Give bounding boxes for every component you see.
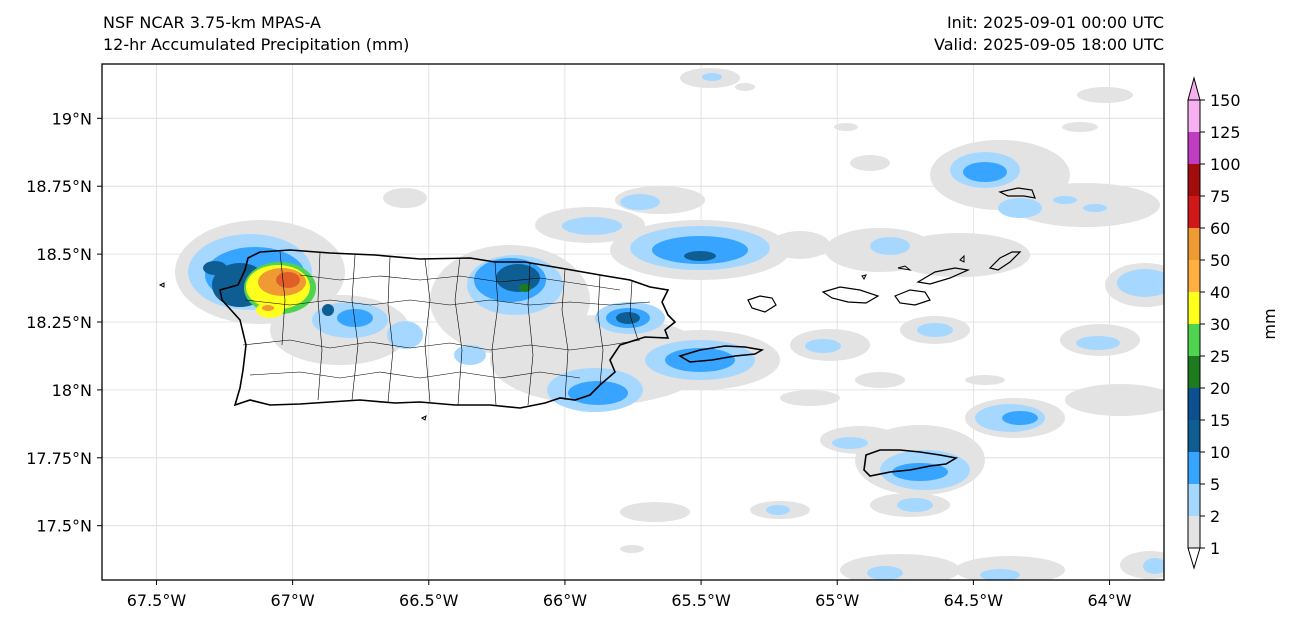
colorbar-tick-label: 100: [1210, 155, 1241, 174]
colorbar-extend-low: [1187, 547, 1201, 570]
colorbar-tick-label: 10: [1210, 443, 1230, 462]
colorbar-segment: [1188, 388, 1200, 420]
lat-tick-label: 19°N: [52, 109, 92, 128]
lon-tick-label: 65°W: [815, 591, 859, 610]
culebra-coast: [747, 295, 777, 313]
lat-tick-label: 17.75°N: [26, 449, 92, 468]
map-title-block: NSF NCAR 3.75-km MPAS-A 12-hr Accumulate…: [103, 12, 409, 56]
time-block: Init: 2025-09-01 00:00 UTC Valid: 2025-0…: [934, 12, 1164, 56]
colorbar-tick-label: 125: [1210, 123, 1241, 142]
lat-tick-label: 17.5°N: [36, 517, 92, 536]
lat-tick-label: 18.75°N: [26, 177, 92, 196]
colorbar-tick-label: 1: [1210, 539, 1220, 558]
colorbar-tick-label: 5: [1210, 475, 1220, 494]
st-john-coast: [894, 289, 931, 306]
lon-tick-label: 67°W: [271, 591, 315, 610]
colorbar-segment: [1188, 100, 1200, 132]
model-name: NSF NCAR 3.75-km MPAS-A: [103, 13, 321, 32]
lon-tick-label: 64°W: [1087, 591, 1131, 610]
colorbar-segment: [1188, 164, 1200, 196]
colorbar-segment: [1188, 260, 1200, 292]
tortola-coast: [916, 267, 971, 285]
colorbar-segment: [1188, 484, 1200, 516]
colorbar-segment: [1188, 292, 1200, 324]
colorbar-segment: [1188, 452, 1200, 484]
anegada-coast: [998, 187, 1036, 199]
axis-ticks: 67.5°W 67°W 66.5°W 66°W 65.5°W 65°W 64.5°W 64°W…: [26, 109, 1132, 610]
st-thomas-coast: [821, 286, 880, 304]
colorbar-segment: [1188, 516, 1200, 548]
colorbar-tick-label: 60: [1210, 219, 1230, 238]
colorbar-tick-label: 15: [1210, 411, 1230, 430]
colorbar-label: mm: [1260, 308, 1279, 339]
colorbar-segment: [1188, 356, 1200, 388]
colorbar-extend-high: [1187, 76, 1201, 101]
colorbar-tick-label: 25: [1210, 347, 1230, 366]
vieques-coast: [678, 345, 765, 363]
colorbar-segment: [1188, 420, 1200, 452]
valid-time: Valid: 2025-09-05 18:00 UTC: [933, 35, 1164, 54]
lat-tick-label: 18.5°N: [36, 245, 92, 264]
lat-tick-label: 18°N: [52, 381, 92, 400]
virgin-gorda-coast: [988, 251, 1022, 271]
puerto-rico-coast: [219, 249, 677, 409]
st-croix-coast: [863, 449, 959, 477]
field-name: 12-hr Accumulated Precipitation (mm): [103, 35, 410, 54]
colorbar-segment: [1188, 196, 1200, 228]
lon-tick-label: 64.5°W: [944, 591, 1004, 610]
colorbar-tick-label: 75: [1210, 187, 1230, 206]
colorbar-segment: [1188, 228, 1200, 260]
lat-tick-label: 18.25°N: [26, 313, 92, 332]
init-time: Init: 2025-09-01 00:00 UTC: [946, 13, 1164, 32]
colorbar-tick-label: 40: [1210, 283, 1230, 302]
colorbar-tick-label: 150: [1210, 91, 1241, 110]
lon-tick-label: 65.5°W: [671, 591, 731, 610]
municipal-boundaries: [242, 251, 651, 406]
coastlines: [158, 187, 1036, 477]
colorbar-tick-label: 30: [1210, 315, 1230, 334]
colorbar-tick-label: 2: [1210, 507, 1220, 526]
lon-tick-label: 66°W: [543, 591, 587, 610]
lon-tick-label: 66.5°W: [399, 591, 459, 610]
colorbar-tick-label: 20: [1210, 379, 1230, 398]
colorbar-segment: [1188, 132, 1200, 164]
colorbar-segment: [1188, 324, 1200, 356]
colorbar-tick-label: 50: [1210, 251, 1230, 270]
lon-tick-label: 67.5°W: [127, 591, 187, 610]
